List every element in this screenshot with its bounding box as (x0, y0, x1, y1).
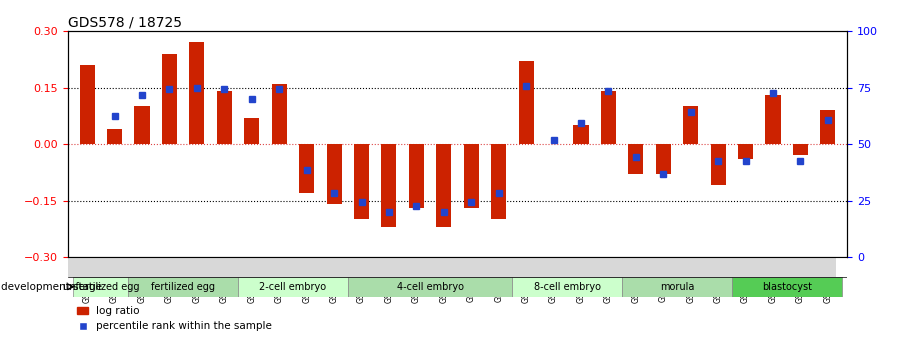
Bar (622, 277, 732, 297)
Bar (189, 42, 205, 144)
Bar (217, 91, 232, 144)
Bar (162, 54, 177, 144)
Bar (73, 277, 129, 297)
Bar (710, 144, 726, 186)
Text: fertilized egg: fertilized egg (151, 282, 216, 292)
Bar (68, 257, 836, 277)
Bar (793, 144, 808, 155)
Text: 4-cell embryo: 4-cell embryo (397, 282, 464, 292)
Bar (518, 61, 534, 144)
Bar (683, 106, 699, 144)
Text: blastocyst: blastocyst (762, 282, 812, 292)
Bar (80, 65, 95, 144)
Text: morula: morula (660, 282, 694, 292)
Bar (491, 144, 506, 219)
Bar (629, 144, 643, 174)
Text: GDS578 / 18725: GDS578 / 18725 (68, 16, 182, 30)
Bar (354, 144, 369, 219)
Bar (326, 144, 342, 204)
Bar (601, 91, 616, 144)
Bar (134, 106, 149, 144)
Bar (299, 144, 314, 193)
Bar (381, 144, 397, 227)
Text: 8-cell embryo: 8-cell embryo (534, 282, 601, 292)
Bar (732, 277, 842, 297)
Bar (464, 144, 478, 208)
Bar (766, 95, 781, 144)
Bar (573, 125, 589, 144)
Text: development stage: development stage (1, 282, 101, 292)
Bar (107, 129, 122, 144)
Bar (820, 110, 835, 144)
Legend: log ratio, percentile rank within the sample: log ratio, percentile rank within the sa… (73, 302, 276, 335)
Bar (437, 144, 451, 227)
Bar (238, 277, 348, 297)
Bar (656, 144, 670, 174)
Bar (513, 277, 622, 297)
Text: 2-cell embryo: 2-cell embryo (259, 282, 326, 292)
Bar (348, 277, 513, 297)
Bar (245, 118, 259, 144)
Text: unfertilized egg: unfertilized egg (63, 282, 140, 292)
Bar (272, 84, 286, 144)
Bar (129, 277, 238, 297)
Bar (409, 144, 424, 208)
Bar (738, 144, 753, 159)
